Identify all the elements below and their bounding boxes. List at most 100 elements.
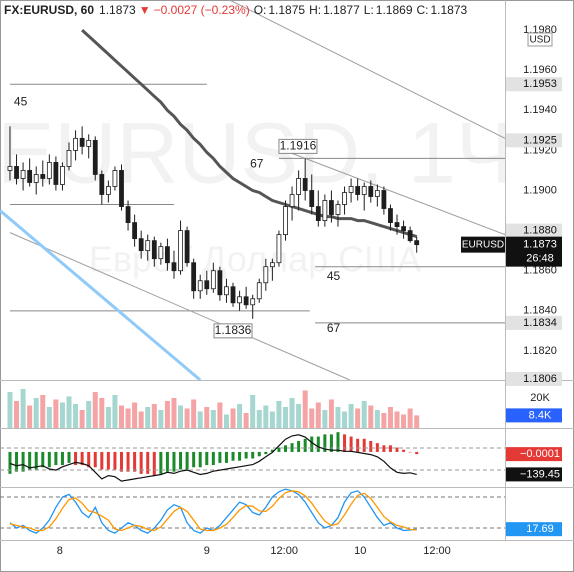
candle-body — [315, 206, 321, 221]
candle-body — [289, 194, 295, 207]
volume-bar — [289, 397, 295, 428]
histogram-bar — [303, 438, 307, 452]
ohlc-value: 1.1877 — [323, 3, 360, 17]
candle-body — [14, 166, 19, 179]
candle-body — [302, 178, 308, 191]
last-price-box — [506, 236, 562, 267]
candle-body — [361, 186, 367, 195]
volume-bar — [230, 408, 236, 428]
volume-bar — [374, 409, 380, 428]
histogram-bar — [126, 451, 130, 472]
histogram-bar — [382, 445, 386, 452]
countdown: 26:48 — [526, 253, 554, 265]
volume-bar — [118, 405, 124, 428]
candle-body — [217, 270, 223, 296]
volume-bar — [112, 394, 118, 428]
last: 1.1873 — [99, 3, 136, 17]
arrow: ▼ — [139, 3, 151, 17]
histogram-bar — [343, 434, 347, 452]
candle-body — [224, 286, 229, 296]
histogram-bar — [323, 434, 327, 452]
histogram-bar — [87, 451, 91, 468]
value-box-label: 1.1806 — [523, 373, 557, 385]
candle-body — [348, 186, 354, 193]
histogram-bar — [388, 445, 392, 452]
trend-line — [229, 0, 505, 139]
volume-bar — [210, 409, 216, 428]
volume-bar — [223, 414, 229, 428]
volume-bar — [368, 405, 374, 428]
candle-body — [86, 139, 92, 147]
volume-bar — [355, 408, 361, 428]
histogram-bar — [152, 451, 156, 477]
volume-bar — [27, 405, 33, 428]
volume-bar — [335, 406, 341, 428]
histogram-bar — [172, 451, 176, 472]
candle-body — [191, 262, 197, 292]
y-tick-label: 1.1860 — [523, 265, 557, 277]
annotation: 45 — [327, 269, 341, 283]
candle-body — [237, 296, 242, 304]
y-tick-label: 1.1940 — [523, 104, 557, 116]
currency-box — [527, 32, 553, 47]
histogram-bar — [139, 451, 143, 474]
volume-bar — [132, 402, 138, 428]
volume-bar — [243, 412, 249, 428]
candle-body — [309, 190, 315, 207]
candle-body — [296, 178, 302, 195]
volume-bar — [322, 409, 328, 428]
volume-bar — [164, 400, 170, 428]
histogram-bar — [283, 445, 287, 452]
histogram-bar — [297, 440, 301, 452]
volume-bar — [348, 403, 354, 428]
candle-body — [250, 298, 256, 306]
change: −0.0027 (−0.23%) — [154, 3, 250, 17]
histogram-bar — [238, 451, 242, 461]
moving-average — [81, 28, 418, 239]
annotation-box — [213, 323, 253, 339]
volume-bar — [151, 403, 157, 428]
candle-body — [46, 162, 52, 179]
candle-body — [322, 200, 328, 221]
value-box-label: 17.69 — [526, 523, 554, 535]
value-box — [506, 133, 562, 148]
volume-bar — [197, 411, 203, 428]
y-tick-label: 20K — [530, 392, 550, 404]
volume-bar — [92, 391, 98, 428]
histogram-bar — [54, 451, 58, 466]
volume-bar — [269, 411, 275, 428]
annotation: 45 — [14, 94, 28, 108]
trend-line — [9, 232, 350, 380]
histogram-bar — [192, 451, 196, 468]
candle-body — [66, 149, 72, 167]
ohlc-key: H: — [309, 3, 321, 17]
candle-body — [112, 170, 118, 187]
candle-body — [27, 170, 33, 183]
ohlc-value: 1.1873 — [431, 3, 468, 17]
volume-bar — [40, 394, 46, 428]
candle-body — [184, 230, 190, 264]
histogram-bar — [80, 451, 84, 466]
candle-body — [381, 190, 387, 209]
volume-bar — [381, 412, 387, 428]
histogram-bar — [244, 451, 248, 459]
histogram-bar — [395, 447, 399, 452]
volume-bar — [79, 409, 85, 428]
candle-body — [414, 240, 420, 246]
y-tick-label: 1.1900 — [523, 184, 557, 196]
histogram-bar — [349, 436, 353, 452]
ohlc-key: O: — [254, 3, 267, 17]
candle-body — [197, 280, 203, 292]
candle-body — [20, 170, 26, 179]
histogram-bar — [211, 451, 215, 466]
histogram-bar — [159, 451, 163, 474]
volume-bar — [99, 397, 105, 428]
volume-bar — [256, 409, 262, 428]
symbol-box — [461, 236, 505, 253]
histogram-bar — [257, 451, 261, 457]
candle-body — [138, 238, 144, 252]
histogram-bar — [100, 451, 104, 470]
volume-bar — [387, 406, 393, 428]
